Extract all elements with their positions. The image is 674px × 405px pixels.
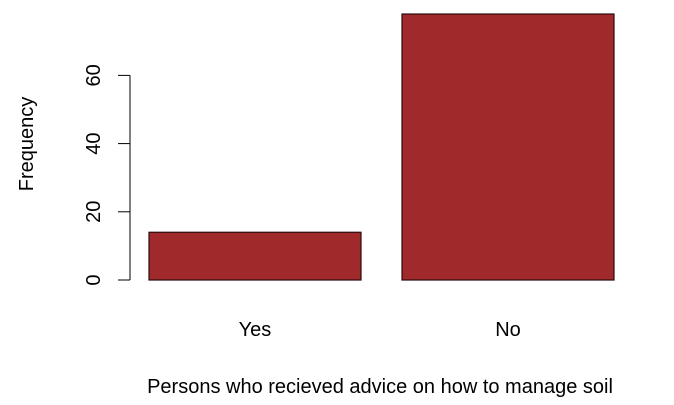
y-tick-label: 40 <box>83 132 105 154</box>
bar-no <box>401 13 615 281</box>
y-tick-label: 0 <box>83 274 105 285</box>
x-category-label: No <box>495 319 521 341</box>
x-category-labels: Yes No <box>239 319 521 341</box>
y-axis: 0 20 40 60 <box>83 64 131 286</box>
bars-group <box>148 13 615 281</box>
y-axis-title: Frequency <box>16 97 38 192</box>
x-category-label: Yes <box>239 319 272 341</box>
x-axis-title: Persons who recieved advice on how to ma… <box>147 376 613 398</box>
y-tick-label: 60 <box>83 64 105 86</box>
bar-yes <box>148 231 362 281</box>
y-tick-label: 20 <box>83 201 105 223</box>
